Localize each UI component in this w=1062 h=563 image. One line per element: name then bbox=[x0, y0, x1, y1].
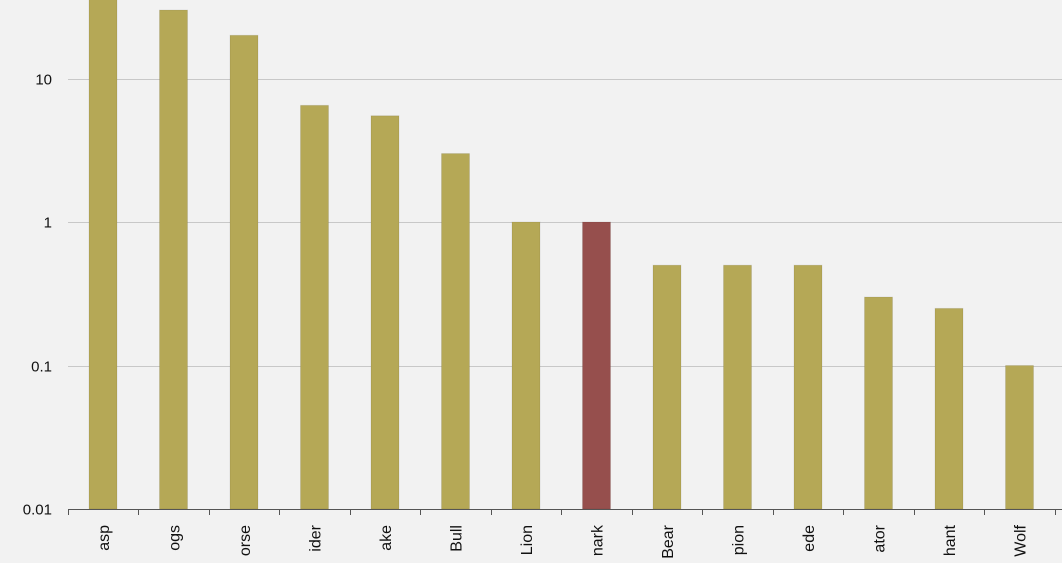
x-tick-label: orse bbox=[237, 525, 254, 556]
bar bbox=[793, 264, 823, 510]
y-tick-label: 10 bbox=[35, 72, 52, 89]
bars-layer bbox=[88, 0, 1034, 510]
x-tick-label: ider bbox=[308, 524, 325, 551]
bar bbox=[934, 307, 964, 510]
bar bbox=[864, 296, 893, 510]
x-tick-label: Bear bbox=[660, 524, 677, 558]
bar bbox=[652, 264, 682, 510]
x-tick-label: ake bbox=[378, 525, 395, 551]
bar bbox=[370, 115, 400, 510]
bar bbox=[511, 221, 541, 510]
x-tick-label: ogs bbox=[167, 525, 184, 551]
x-tick-label: hant bbox=[942, 524, 959, 556]
x-tick-label: ede bbox=[801, 525, 818, 552]
bar bbox=[159, 9, 188, 510]
bar bbox=[88, 0, 118, 510]
grid-layer bbox=[68, 79, 1062, 510]
bar bbox=[300, 104, 329, 510]
y-axis-ticks: 10 1 0.1 0.01 bbox=[23, 72, 52, 519]
y-tick-label: 0.01 bbox=[23, 502, 52, 519]
x-tick-label: asp bbox=[96, 525, 113, 551]
x-tick-label: pion bbox=[731, 525, 748, 555]
x-tick-label: Bull bbox=[449, 525, 466, 552]
y-tick-label: 1 bbox=[44, 215, 52, 232]
x-tick-label: Lion bbox=[519, 525, 536, 555]
bar bbox=[582, 221, 611, 510]
axis-layer bbox=[68, 509, 1062, 515]
x-axis-ticks: asp ogs orse ider ake Bull Lion nark Bear pion ede… bbox=[96, 524, 1030, 559]
x-tick-label: Wolf bbox=[1013, 524, 1030, 556]
x-tick-label: ator bbox=[872, 524, 889, 552]
x-tick-label: nark bbox=[590, 524, 607, 556]
bar bbox=[723, 264, 752, 510]
bar bbox=[229, 34, 259, 510]
y-tick-label: 0.1 bbox=[31, 359, 52, 376]
bar bbox=[1005, 365, 1034, 510]
bar bbox=[441, 153, 470, 510]
